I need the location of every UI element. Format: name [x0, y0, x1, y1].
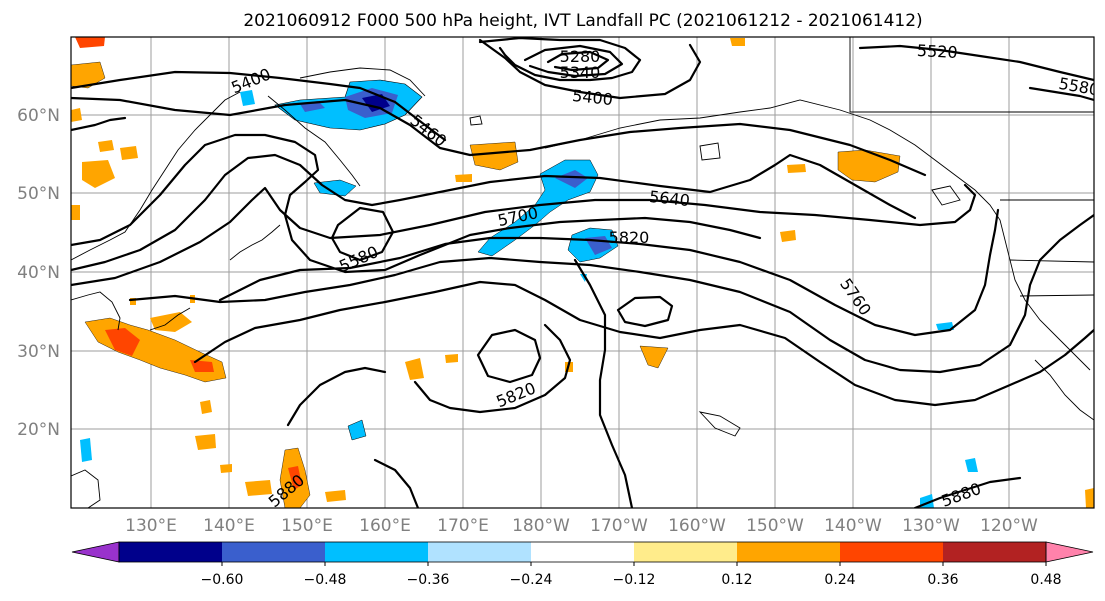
colorbar-tick-label: −0.24 — [510, 572, 553, 588]
longitude-labels: 130°E 140°E 150°E 160°E 170°E 180°W 170°… — [125, 516, 1038, 536]
figure-title: 2021060912 F000 500 hPa height, IVT Land… — [243, 11, 922, 31]
lat-label: 20°N — [17, 420, 60, 440]
lon-label: 140°E — [203, 516, 255, 536]
colorbar-tick-label: 0.12 — [721, 572, 752, 588]
colorbar-segment — [737, 542, 841, 562]
colorbar-extend-high — [1045, 541, 1094, 563]
map-content: 5400 5460 5280 5340 5400 5520 5580 5580 … — [71, 37, 1094, 508]
contour-label: 5820 — [609, 228, 650, 247]
colorbar-segment — [840, 542, 944, 562]
lat-label: 60°N — [17, 106, 60, 126]
colorbar-tick-label: −0.12 — [613, 572, 656, 588]
lon-label: 150°E — [281, 516, 333, 536]
lon-label: 130°W — [902, 516, 960, 536]
colorbar-extend-low — [71, 541, 120, 563]
lon-label: 160°E — [359, 516, 411, 536]
contour-label: 5280 — [560, 47, 601, 66]
lon-label: 120°W — [980, 516, 1038, 536]
lon-label: 130°E — [125, 516, 177, 536]
contour-label: 5640 — [648, 187, 690, 210]
lat-label: 50°N — [17, 184, 60, 204]
height-contours — [71, 37, 1094, 508]
colorbar-outline — [118, 541, 1047, 563]
colorbar-tick-label: −0.48 — [304, 572, 347, 588]
lon-label: 170°W — [590, 516, 648, 536]
colorbar-tick-label: −0.36 — [407, 572, 450, 588]
contour-label: 5400 — [571, 86, 613, 109]
colorbar-segment — [943, 542, 1047, 562]
map-frame — [70, 36, 1095, 509]
colorbar-tick-label: 0.48 — [1030, 572, 1061, 588]
lat-label: 30°N — [17, 342, 60, 362]
lon-label: 150°W — [746, 516, 804, 536]
contour-label: 5340 — [560, 63, 601, 82]
colorbar: −0.60 −0.48 −0.36 −0.24 −0.12 0.12 0.24 0.36 0.4… — [71, 541, 1094, 588]
lon-label: 180°W — [512, 516, 570, 536]
lat-label: 40°N — [17, 263, 60, 283]
colorbar-segment — [634, 542, 738, 562]
lon-label: 160°W — [668, 516, 726, 536]
colorbar-segment — [428, 542, 532, 562]
colorbar-tick-label: 0.36 — [927, 572, 958, 588]
colorbar-segment — [222, 542, 326, 562]
lon-label: 170°E — [437, 516, 489, 536]
ivt-positive-shading — [71, 37, 1094, 508]
colorbar-tick-label: 0.24 — [824, 572, 855, 588]
lon-label: 140°W — [824, 516, 882, 536]
colorbar-tick-label: −0.60 — [201, 572, 244, 588]
contour-label: 5520 — [916, 41, 958, 62]
colorbar-segment — [119, 542, 223, 562]
colorbar-segment — [325, 542, 429, 562]
latitude-labels: 60°N 50°N 40°N 30°N 20°N — [17, 106, 60, 440]
colorbar-segment — [531, 542, 635, 562]
